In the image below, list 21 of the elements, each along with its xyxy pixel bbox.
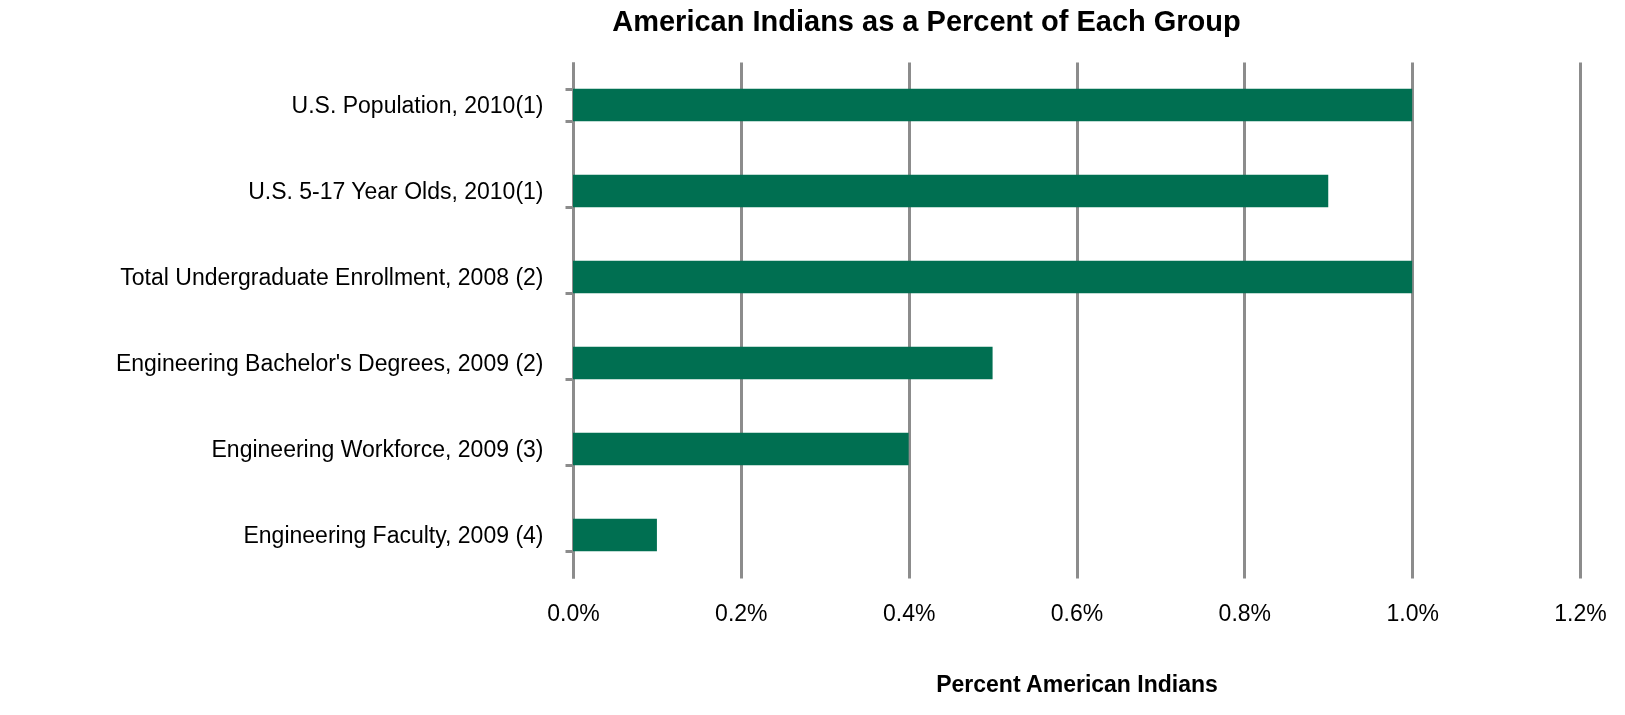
y-tick-label: U.S. Population, 2010(1): [291, 91, 544, 118]
x-tick-label: 1.0%: [1386, 599, 1439, 626]
x-axis-title: Percent American Indians: [936, 670, 1218, 697]
x-tick-label: 0.6%: [1050, 599, 1104, 626]
bar: [573, 518, 657, 552]
y-tick-label: Engineering Bachelor's Degrees, 2009 (2): [115, 349, 544, 376]
bar: [573, 346, 993, 380]
chart-title: American Indians as a Percent of Each Group: [612, 5, 1241, 37]
y-tick-label: Engineering Workforce, 2009 (3): [211, 435, 544, 462]
bar: [573, 88, 1413, 122]
x-tick-label: 0.0%: [547, 599, 600, 626]
x-tick-label: 0.8%: [1218, 599, 1272, 626]
bar: [573, 260, 1413, 294]
x-tick-label: 0.4%: [882, 599, 936, 626]
y-tick-label: U.S. 5-17 Year Olds, 2010(1): [248, 177, 544, 204]
x-tick-label: 1.2%: [1554, 599, 1607, 626]
bar: [573, 174, 1329, 208]
bar: [573, 432, 909, 466]
y-tick-label: Engineering Faculty, 2009 (4): [243, 521, 544, 548]
y-tick-label: Total Undergraduate Enrollment, 2008 (2): [120, 263, 544, 290]
x-tick-label: 0.2%: [715, 599, 768, 626]
